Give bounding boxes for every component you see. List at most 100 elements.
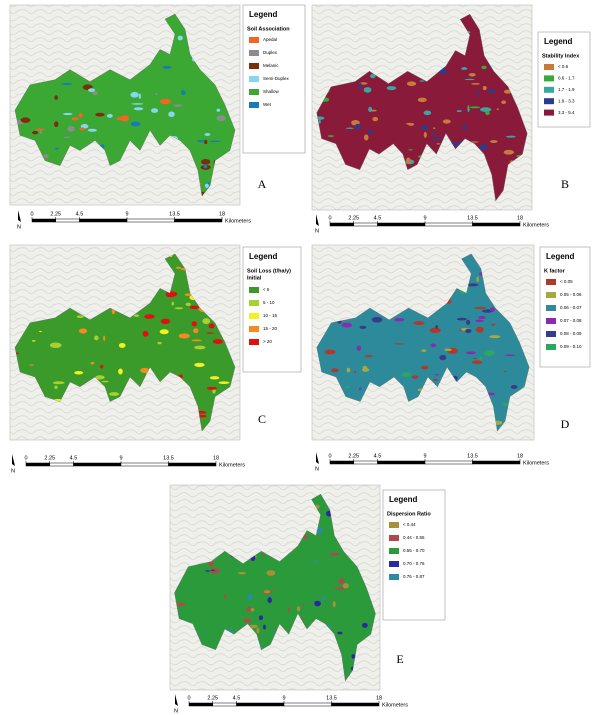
map-patch [347,368,351,373]
map-patch [490,140,498,143]
map-patch [209,324,215,329]
legend-item: < 0.05 [560,279,573,284]
legend-item: Wet [263,102,272,107]
map-patch [355,124,361,130]
map-patch [505,355,515,357]
legend-swatch [546,318,556,324]
scale-label: 0 [24,455,27,461]
map-patch [481,66,486,69]
map-patch [93,91,98,95]
map-patch [424,111,432,116]
figure: LegendSoil AssociationApedalDuplexMelani… [0,0,592,715]
map-patch [483,86,487,90]
map-patch [205,570,209,571]
map-patch [131,122,141,127]
map-patch [174,104,183,106]
legend-swatch [544,64,554,70]
scale-label: 4.5 [70,455,78,461]
legend-swatch [249,287,259,293]
legend-heading: Soil Association [247,26,290,32]
scale-label: 18 [376,695,382,701]
map-patch [32,340,36,341]
legend-heading: Soil Loss (t/ha/y) [247,268,291,274]
legend-item: < 0.6 [558,64,569,69]
scale-segment [175,219,223,222]
scale-label: 13.5 [163,455,174,461]
map-patch [329,553,340,556]
map-patch [457,318,467,321]
map-patch [209,141,221,142]
map-patch [217,109,221,112]
map-patch [463,124,467,130]
map-patch [412,375,419,378]
legend-swatch [546,305,556,311]
map-patch [172,302,174,306]
scale-unit: Kilometers [225,218,251,224]
map-patch [134,107,144,110]
scale-segment [473,223,521,226]
map-patch [61,83,72,85]
scale-label: 2.25 [348,453,359,459]
map-patch [144,314,154,319]
map-patch [467,283,478,286]
map-patch [55,148,59,150]
map-patch [103,335,105,341]
map-patch [176,603,186,606]
legend-heading: Stability Index [542,53,580,59]
map-patch [314,601,321,607]
map-patch [303,535,308,539]
legend-item: 0.76 - 0.87 [403,574,425,579]
map-patch [35,129,44,131]
map-patch [372,317,383,323]
map-patch [79,128,85,131]
scale-segment [189,703,213,706]
legend-item: 1.7 - 1.9 [558,87,575,92]
map-patch [485,111,490,116]
map-patch [431,137,441,139]
legend-swatch [249,50,259,56]
map-patch [175,307,184,309]
map-patch [359,387,361,390]
map-patch [489,335,500,338]
map-patch [511,385,518,389]
legend-title: Legend [544,37,573,46]
map-patch [155,93,157,95]
map-patch [363,366,368,370]
map-patch [354,371,356,374]
map-patch [328,135,334,137]
legend-item: Apedal [263,37,277,42]
map-patch [467,108,469,112]
map-patch [435,374,438,375]
legend-box [243,247,301,372]
map-patch [387,86,397,90]
map-patch [79,328,87,333]
scale-segment [127,219,175,222]
map-patch [94,335,98,340]
scale-label: 13.5 [467,453,478,459]
map-patch [346,128,354,129]
map-patch [77,315,84,318]
legend-heading: Dispersion Ratio [387,511,431,517]
map-patch [372,117,378,121]
north-label: N [315,228,319,234]
map-patch [421,125,428,130]
map-patch [101,381,109,383]
map-patch [443,119,451,123]
panel-label: C [258,412,266,426]
north-label: N [315,466,319,472]
map-patch [151,108,158,113]
legend-box [383,490,445,620]
scale-label: 18 [517,215,523,221]
map-patch [107,114,113,118]
map-patch [210,376,220,379]
map-patch [139,93,141,99]
map-patch [32,131,38,135]
map-patch [433,379,438,381]
legend-item: 0.09 - 0.10 [560,344,582,349]
legend-swatch [546,344,556,350]
legend-item: Melanic [263,63,279,68]
map-patch [394,343,405,344]
map-patch [288,607,290,613]
map-patch [267,597,271,603]
map-patch [20,117,30,122]
